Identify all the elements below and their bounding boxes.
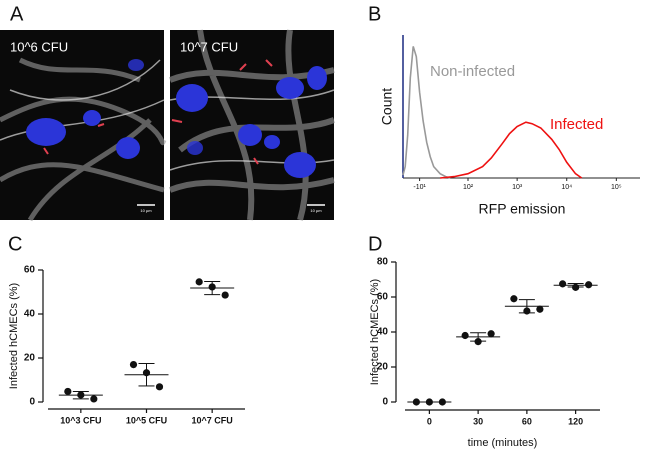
x-tick-label: 10^7 CFU (192, 415, 233, 425)
image-label: 10^7 CFU (180, 39, 238, 54)
y-axis-label: Infected hCMECs (%) (369, 279, 381, 385)
x-tick-label: 10² (463, 184, 474, 191)
data-point (474, 338, 482, 346)
data-point (510, 295, 518, 303)
data-point (523, 307, 531, 315)
data-point (221, 291, 229, 299)
data-point (425, 398, 433, 406)
histogram-curve (440, 121, 583, 179)
image-label: 10^6 CFU (10, 39, 68, 54)
x-tick-label: 10^5 CFU (126, 415, 167, 425)
data-point (77, 391, 85, 399)
panel-label: C (8, 233, 22, 255)
panel-label: A (10, 3, 24, 25)
x-tick-label: 120 (568, 416, 583, 426)
data-point (155, 383, 164, 391)
data-point (412, 398, 420, 406)
x-tick-label: 60 (522, 416, 532, 426)
data-point (64, 387, 72, 396)
data-point (585, 281, 593, 289)
y-tick-label: 0 (382, 397, 388, 408)
x-tick-label: 10⁴ (561, 184, 572, 191)
y-tick-label: 40 (377, 327, 389, 338)
y-tick-label: 0 (29, 397, 35, 408)
series-label: Infected (550, 116, 603, 133)
data-point (90, 395, 98, 403)
scale-bar-label: 10 µm (310, 208, 322, 213)
data-point (208, 283, 216, 291)
data-point (129, 361, 138, 369)
micrograph (168, 29, 336, 221)
data-point (572, 283, 580, 291)
x-tick-label: -10¹ (413, 184, 426, 191)
series-label: Non-infected (430, 63, 515, 80)
data-point (559, 280, 567, 288)
micrograph (0, 30, 167, 222)
x-tick-label: 10⁵ (611, 184, 622, 191)
x-axis-label: time (minutes) (468, 437, 538, 449)
data-point (536, 305, 544, 313)
x-tick-label: 0 (427, 416, 432, 426)
y-tick-label: 80 (377, 257, 389, 268)
panel-label: D (368, 233, 382, 255)
y-axis-label: Infected hCMECs (%) (8, 283, 20, 389)
scale-bar-label: 10 µm (140, 208, 152, 213)
data-point (195, 278, 203, 286)
y-tick-label: 20 (24, 353, 36, 364)
data-point (487, 330, 495, 338)
x-tick-label: 10³ (512, 184, 523, 191)
data-point (461, 331, 469, 340)
x-tick-label: 10^3 CFU (60, 415, 101, 425)
data-point (438, 398, 446, 406)
y-axis-label: Count (379, 88, 395, 125)
x-axis-label: RFP emission (479, 201, 566, 217)
y-tick-label: 40 (24, 309, 36, 320)
y-tick-label: 60 (377, 292, 389, 303)
data-point (142, 369, 151, 377)
y-tick-label: 20 (377, 362, 389, 373)
x-tick-label: 30 (473, 416, 483, 426)
panel-label: B (368, 3, 381, 25)
histogram-curve (402, 46, 451, 179)
y-tick-label: 60 (24, 265, 36, 276)
